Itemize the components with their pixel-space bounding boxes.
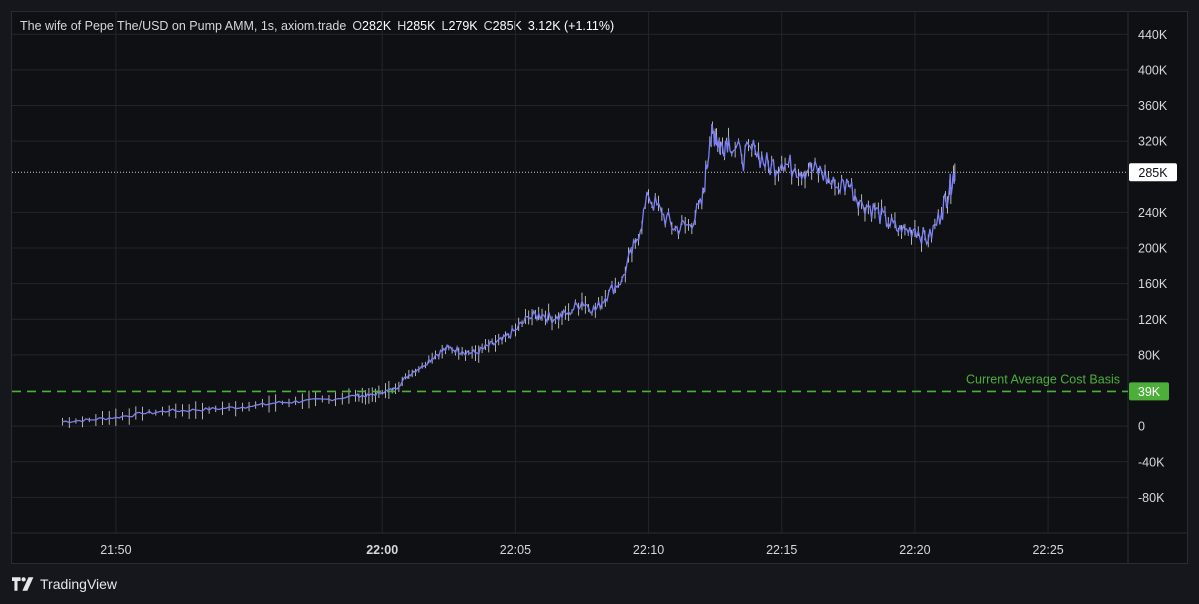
symbol-title[interactable]: The wife of Pepe The/USD on Pump AMM, 1s… — [20, 19, 347, 33]
low-value: 279K — [448, 19, 478, 33]
close-label: C — [483, 19, 493, 33]
y-tick-label: 440K — [1138, 28, 1168, 42]
y-tick-label: 360K — [1138, 99, 1168, 113]
y-tick-label: -40K — [1138, 455, 1165, 469]
y-tick-label: -80K — [1138, 491, 1165, 505]
tradingview-brand: TradingView — [40, 576, 118, 592]
y-tick-label: 200K — [1138, 242, 1168, 256]
change-value: 3.12K (+1.11%) — [527, 19, 615, 33]
y-tick-label: 80K — [1138, 348, 1161, 362]
symbol-legend: The wife of Pepe The/USD on Pump AMM, 1s… — [20, 19, 614, 33]
x-tick-label: 22:15 — [766, 543, 797, 557]
price-series-line[interactable] — [62, 123, 956, 424]
x-tick-label: 22:05 — [500, 543, 531, 557]
x-tick-label: 22:20 — [899, 543, 930, 557]
open-label: O — [352, 19, 363, 33]
y-tick-label: 0 — [1138, 420, 1145, 434]
x-tick-label: 22:00 — [366, 543, 398, 557]
y-tick-label: 320K — [1138, 135, 1168, 149]
y-tick-label: 400K — [1138, 63, 1168, 77]
y-tick-label: 240K — [1138, 206, 1168, 220]
current-price-badge-label: 285K — [1138, 166, 1168, 180]
high-value: 285K — [406, 19, 436, 33]
current-price-badge — [1129, 163, 1177, 182]
low-label: L — [441, 19, 449, 33]
x-tick-label: 21:50 — [100, 543, 131, 557]
x-tick-label: 22:10 — [633, 543, 664, 557]
open-value: 282K — [362, 19, 392, 33]
cost-basis-badge-label: 39K — [1138, 385, 1161, 399]
cost-basis-badge — [1129, 382, 1169, 401]
y-tick-label: 120K — [1138, 313, 1168, 327]
cost-basis-label: Current Average Cost Basis — [966, 372, 1120, 386]
high-label: H — [397, 19, 407, 33]
x-tick-label: 22:25 — [1032, 543, 1063, 557]
tradingview-logo-icon — [12, 577, 34, 591]
footer[interactable]: TradingView — [12, 576, 117, 592]
y-tick-label: 160K — [1138, 277, 1168, 291]
close-value: 285K — [492, 19, 522, 33]
chart-frame[interactable] — [11, 11, 1188, 564]
